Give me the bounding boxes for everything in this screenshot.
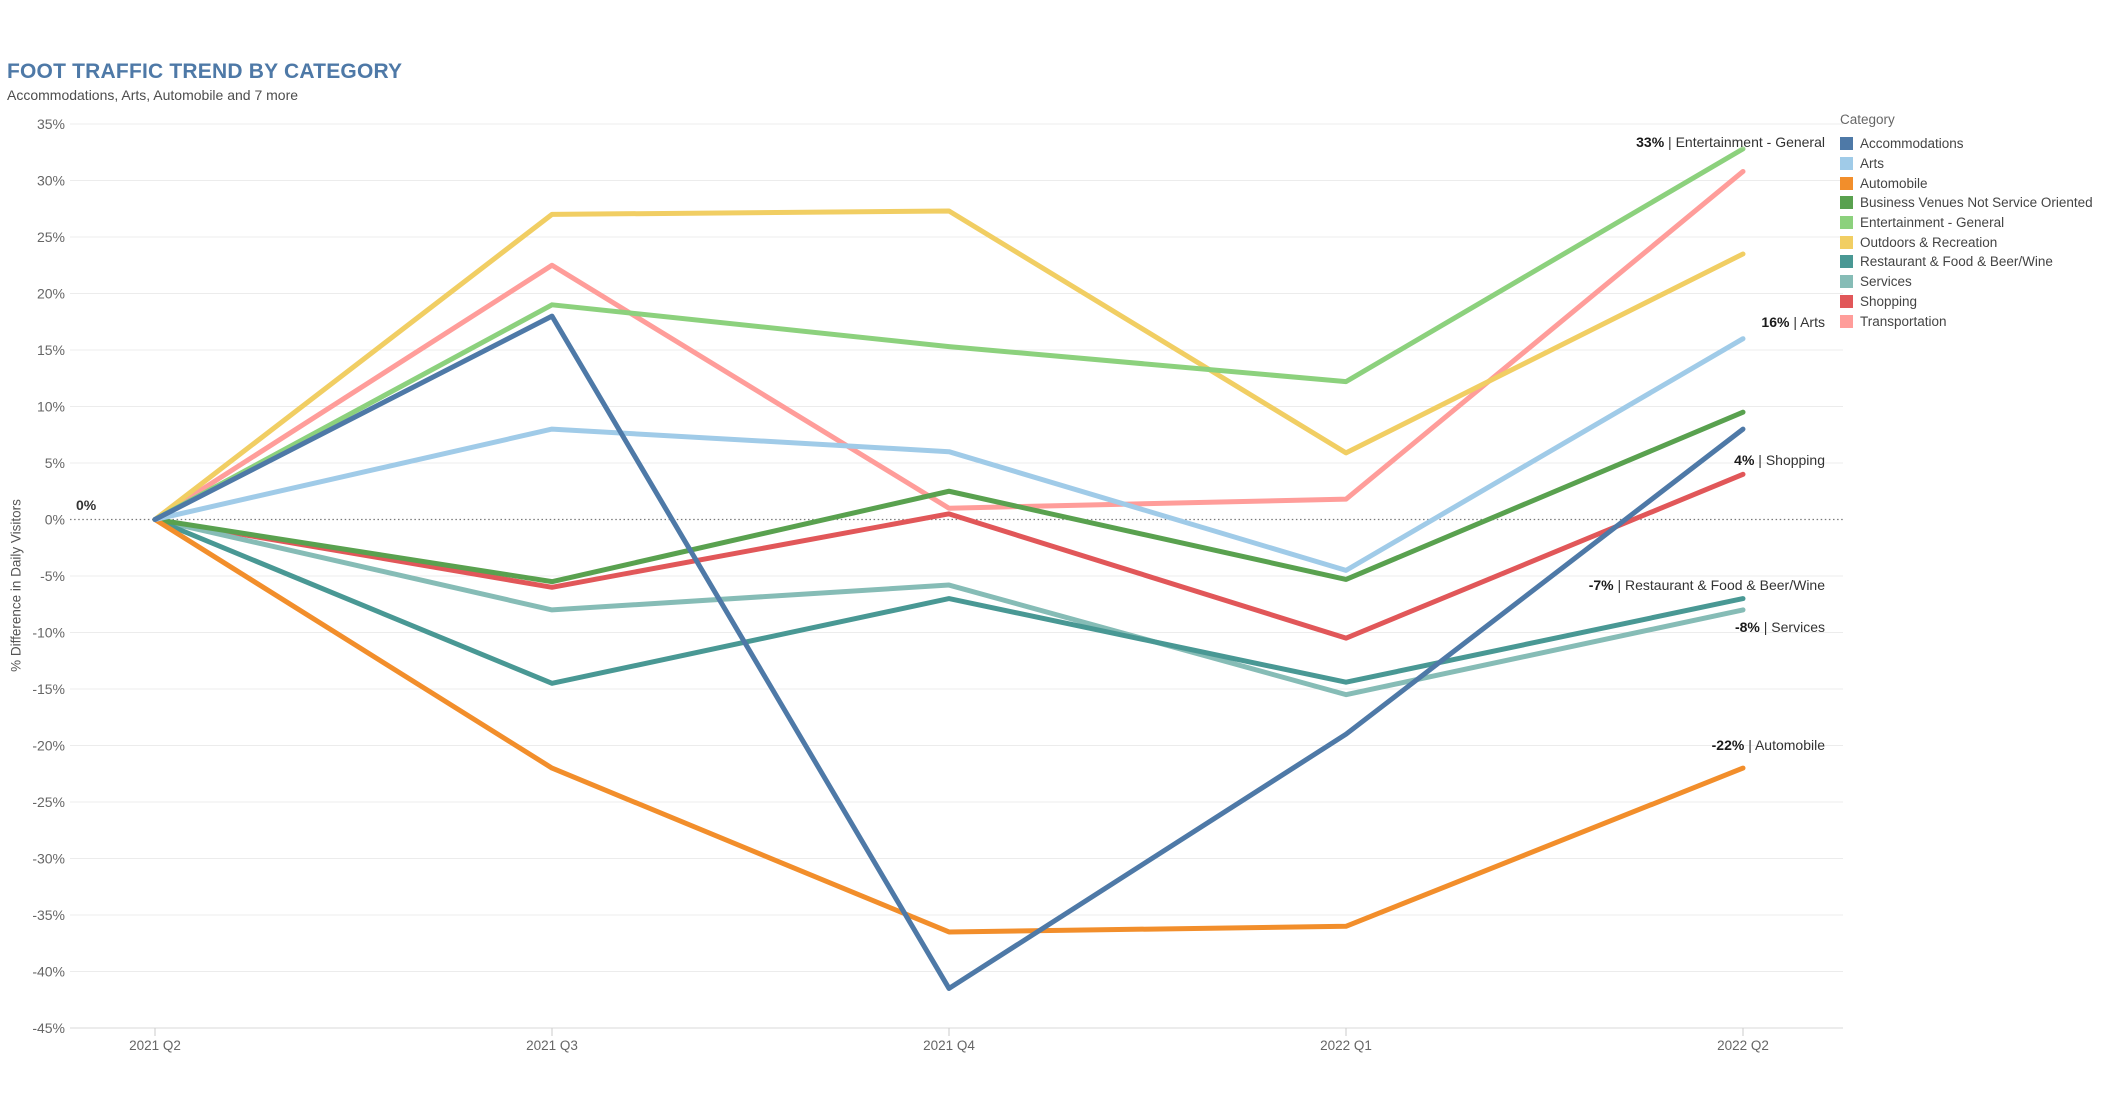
x-tick-label-2022-q2: 2022 Q2	[1717, 1038, 1769, 1053]
series-line-automobile[interactable]	[152, 517, 1746, 935]
page-subtitle: Accommodations, Arts, Automobile and 7 m…	[7, 87, 299, 103]
end-annotation-automobile: -22% | Automobile	[1712, 736, 1825, 754]
annotation-series-label: | Shopping	[1754, 452, 1825, 469]
y-tick-label: 25%	[37, 229, 65, 245]
series-line-arts[interactable]	[152, 336, 1746, 573]
x-tick-label-2022-q1: 2022 Q1	[1320, 1038, 1372, 1053]
legend-swatch	[1840, 314, 1853, 328]
legend-item-label: Transportation	[1860, 313, 1947, 329]
series-line-outdoors-recreation[interactable]	[152, 208, 1746, 522]
y-tick-label: -35%	[32, 907, 65, 923]
start-annotation: 0%	[76, 497, 97, 513]
y-tick-label: -40%	[32, 964, 65, 980]
series-line-restaurant-food-beer-wine[interactable]	[152, 517, 1746, 686]
y-tick-label: 0%	[45, 512, 65, 528]
end-annotation-services: -8% | Services	[1735, 618, 1825, 636]
legend-item-arts[interactable]: Arts	[1840, 154, 2120, 174]
x-tick-label-2021-q2: 2021 Q2	[129, 1038, 181, 1053]
y-tick-label: 10%	[37, 399, 65, 415]
legend-item-label: Arts	[1860, 156, 1885, 172]
series-line-shopping[interactable]	[152, 471, 1746, 641]
annotation-value: 16%	[1761, 313, 1790, 330]
end-annotation-restaurant-food-beer-wine: -7% | Restaurant & Food & Beer/Wine	[1589, 576, 1825, 594]
legend-item-label: Accommodations	[1860, 136, 1964, 152]
y-tick-label: -25%	[32, 794, 65, 810]
legend-item-automobile[interactable]: Automobile	[1840, 173, 2120, 193]
legend-swatch	[1840, 196, 1853, 210]
annotation-value: 4%	[1734, 452, 1755, 469]
legend-swatch	[1840, 157, 1853, 171]
series-line-services[interactable]	[152, 517, 1746, 698]
legend: Category Accommodations Arts Automobile Bus…	[1840, 112, 2120, 331]
legend-item-shopping[interactable]: Shopping	[1840, 292, 2120, 312]
series-line-entertainment-general[interactable]	[152, 146, 1746, 522]
y-tick-label: -45%	[32, 1020, 65, 1036]
y-tick-label: 30%	[37, 173, 65, 189]
legend-item-restaurant-food-beer-wine[interactable]: Restaurant & Food & Beer/Wine	[1840, 252, 2120, 272]
y-tick-label: 15%	[37, 342, 65, 358]
legend-item-transportation[interactable]: Transportation	[1840, 311, 2120, 331]
legend-item-business-venues-not-service-oriented[interactable]: Business Venues Not Service Oriented	[1840, 193, 2120, 213]
y-tick-label: 5%	[45, 455, 65, 471]
legend-swatch	[1840, 137, 1853, 151]
annotation-series-label: | Arts	[1789, 313, 1825, 330]
end-annotation-entertainment-general: 33% | Entertainment - General	[1636, 133, 1825, 151]
legend-swatch	[1840, 176, 1853, 190]
y-tick-label: 20%	[37, 286, 65, 302]
y-tick-label: -10%	[32, 625, 65, 641]
annotation-value: 33%	[1636, 133, 1665, 150]
legend-item-outdoors-recreation[interactable]: Outdoors & Recreation	[1840, 232, 2120, 252]
legend-item-accommodations[interactable]: Accommodations	[1840, 134, 2120, 154]
series-line-accommodations[interactable]	[152, 313, 1746, 991]
y-tick-label: -20%	[32, 738, 65, 754]
y-tick-label: -15%	[32, 681, 65, 697]
legend-item-label: Entertainment - General	[1860, 215, 2005, 231]
page-title: FOOT TRAFFIC TREND BY CATEGORY	[7, 60, 403, 83]
legend-item-label: Business Venues Not Service Oriented	[1860, 195, 2093, 211]
x-tick-label-2021-q3: 2021 Q3	[526, 1038, 578, 1053]
legend-item-label: Restaurant & Food & Beer/Wine	[1860, 254, 2053, 270]
y-tick-label: 35%	[37, 116, 65, 132]
annotation-series-label: | Entertainment - General	[1664, 133, 1825, 150]
y-tick-label: -5%	[40, 568, 65, 584]
y-tick-label: -30%	[32, 851, 65, 867]
series-line-business-venues-not-service-oriented[interactable]	[152, 409, 1746, 585]
legend-item-label: Shopping	[1860, 293, 1918, 309]
legend-item-services[interactable]: Services	[1840, 272, 2120, 292]
annotation-value: -8%	[1734, 618, 1760, 635]
legend-swatch	[1840, 216, 1853, 230]
series-line-transportation[interactable]	[152, 168, 1746, 522]
end-annotation-arts: 16% | Arts	[1761, 313, 1825, 331]
legend-item-label: Automobile	[1860, 175, 1928, 191]
legend-swatch	[1840, 255, 1853, 269]
legend-swatch	[1840, 275, 1853, 289]
end-annotation-shopping: 4% | Shopping	[1734, 451, 1825, 469]
legend-item-label: Services	[1860, 274, 1912, 290]
legend-items: Accommodations Arts Automobile Business Ven…	[1840, 134, 2120, 331]
annotation-series-label: | Services	[1759, 618, 1825, 635]
legend-item-label: Outdoors & Recreation	[1860, 234, 1998, 250]
annotation-series-label: | Restaurant & Food & Beer/Wine	[1613, 576, 1825, 593]
legend-swatch	[1840, 235, 1853, 249]
annotation-value: -7%	[1588, 576, 1614, 593]
legend-swatch	[1840, 294, 1853, 308]
legend-title: Category	[1840, 112, 1895, 127]
legend-item-entertainment-general[interactable]: Entertainment - General	[1840, 213, 2120, 233]
x-tick-label-2021-q4: 2021 Q4	[923, 1038, 975, 1053]
annotation-value: -22%	[1711, 737, 1745, 754]
annotation-series-label: | Automobile	[1744, 737, 1825, 754]
